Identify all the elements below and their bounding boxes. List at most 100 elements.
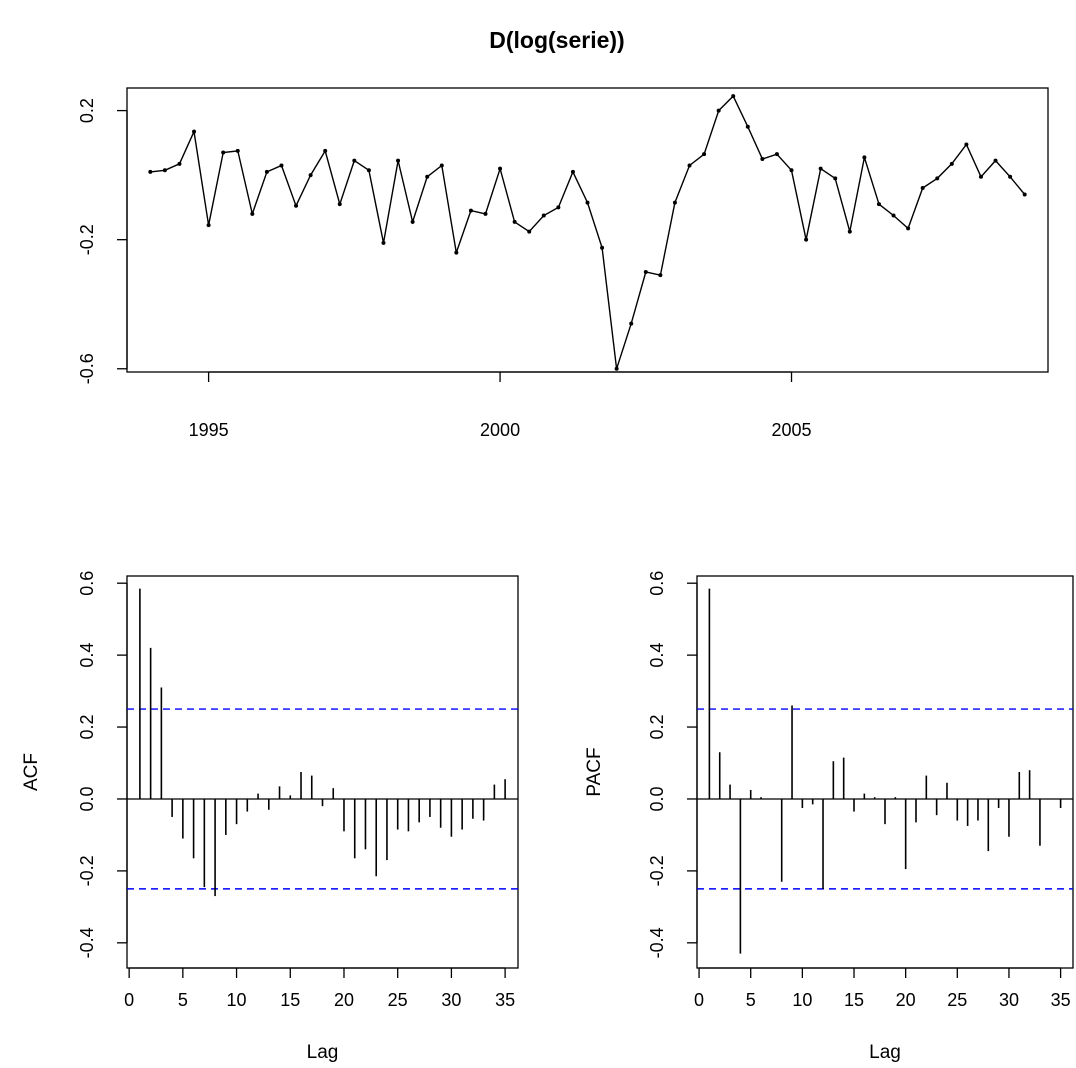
- data-point: [1022, 192, 1027, 197]
- x-axis-title: Lag: [307, 1042, 339, 1063]
- y-tick-label: 0.0: [647, 786, 667, 811]
- y-tick-label: 0.2: [77, 98, 97, 123]
- data-point: [570, 169, 575, 174]
- x-tick-label: 30: [441, 990, 461, 1010]
- data-point: [629, 321, 634, 326]
- x-tick-label: 30: [999, 990, 1019, 1010]
- x-tick-label: 20: [334, 990, 354, 1010]
- data-point: [264, 169, 269, 174]
- data-point: [993, 158, 998, 163]
- data-point: [366, 168, 371, 173]
- x-tick-label: 25: [388, 990, 408, 1010]
- data-point: [308, 173, 313, 178]
- data-point: [687, 163, 692, 168]
- data-point: [556, 205, 561, 210]
- data-point: [192, 129, 197, 134]
- x-tick-label: 20: [896, 990, 916, 1010]
- data-point: [745, 124, 750, 129]
- data-point: [498, 166, 503, 171]
- data-point: [760, 157, 765, 161]
- data-point: [294, 203, 299, 208]
- data-point: [337, 202, 342, 207]
- data-point: [206, 223, 211, 228]
- x-tick-label: 0: [694, 990, 704, 1010]
- y-tick-label: -0.6: [77, 353, 97, 384]
- y-tick-label: 0.6: [77, 571, 97, 596]
- series-line: [150, 94, 1026, 370]
- x-tick-label: 2005: [771, 420, 811, 440]
- data-point: [833, 176, 838, 181]
- main-title: D(log(serie)): [489, 27, 624, 53]
- y-tick-label: 0.2: [647, 715, 667, 740]
- data-point: [585, 200, 590, 205]
- y-tick-label: -0.2: [647, 855, 667, 886]
- x-tick-label: 10: [227, 990, 247, 1010]
- data-point: [381, 240, 386, 245]
- data-point: [891, 213, 896, 218]
- y-tick-label: 0.0: [77, 786, 97, 811]
- data-point: [876, 202, 881, 207]
- pacf-panel: 0 5 10 15 20 25 30 35 -0.4 -0.2 0.0 0.2 0.4 0.6 PACF La…: [584, 571, 1074, 1063]
- data-point: [439, 163, 444, 168]
- data-point: [468, 208, 473, 213]
- data-point: [716, 108, 721, 113]
- data-point: [162, 168, 167, 173]
- data-point: [818, 166, 823, 171]
- x-tick-label: 15: [844, 990, 864, 1010]
- x-tick-label: 5: [178, 990, 188, 1010]
- data-point: [804, 237, 809, 242]
- plot-frame: [126, 87, 1049, 373]
- x-tick-label: 35: [495, 990, 515, 1010]
- x-tick-label: 25: [947, 990, 967, 1010]
- data-point: [949, 161, 954, 166]
- data-point: [483, 211, 488, 216]
- y-tick-label: 0.6: [647, 571, 667, 596]
- data-point: [396, 158, 401, 163]
- time-series-panel: 1995 2000 2005 -0.6 -0.2 0.2: [77, 87, 1049, 440]
- data-point: [148, 169, 153, 174]
- data-point: [250, 211, 255, 216]
- x-tick-label: 35: [1051, 990, 1071, 1010]
- data-point: [279, 163, 284, 168]
- data-point: [425, 174, 430, 179]
- y-tick-label: 0.2: [77, 715, 97, 740]
- data-point: [410, 219, 415, 224]
- x-tick-label: 0: [124, 990, 134, 1010]
- data-point: [527, 229, 532, 234]
- data-point: [658, 273, 663, 278]
- x-tick-label: 1995: [189, 420, 229, 440]
- data-point: [221, 150, 226, 155]
- x-tick-label: 15: [280, 990, 300, 1010]
- acf-panel: 0 5 10 15 20 25 30 35 -0.4 -0.2 0.0 0.2 0.4 0.6 ACF Lag: [21, 571, 519, 1063]
- data-point: [906, 226, 911, 231]
- data-point: [978, 174, 983, 179]
- x-tick-label: 5: [746, 990, 756, 1010]
- y-tick-label: 0.4: [647, 643, 667, 668]
- y-axis-title: ACF: [21, 753, 42, 791]
- x-axis-title: Lag: [869, 1042, 901, 1063]
- y-tick-label: -0.4: [77, 927, 97, 958]
- plot-frame: [696, 575, 1074, 969]
- y-tick-label: -0.4: [647, 927, 667, 958]
- x-tick-label: 2000: [480, 420, 520, 440]
- data-point: [774, 152, 779, 157]
- data-point: [789, 168, 794, 173]
- data-point: [177, 161, 182, 166]
- data-point: [672, 200, 677, 205]
- data-point: [614, 366, 619, 371]
- data-point: [731, 94, 736, 99]
- plot-frame: [126, 575, 519, 969]
- data-point: [847, 229, 852, 234]
- data-point: [541, 213, 546, 218]
- data-point: [454, 250, 459, 255]
- y-tick-label: -0.2: [77, 855, 97, 886]
- data-point: [1008, 174, 1013, 179]
- x-tick-label: 10: [792, 990, 812, 1010]
- data-point: [862, 155, 867, 160]
- data-point: [702, 152, 707, 157]
- y-axis-title: PACF: [584, 747, 605, 796]
- data-point: [935, 176, 940, 181]
- y-tick-label: -0.2: [77, 224, 97, 255]
- data-point: [920, 186, 925, 191]
